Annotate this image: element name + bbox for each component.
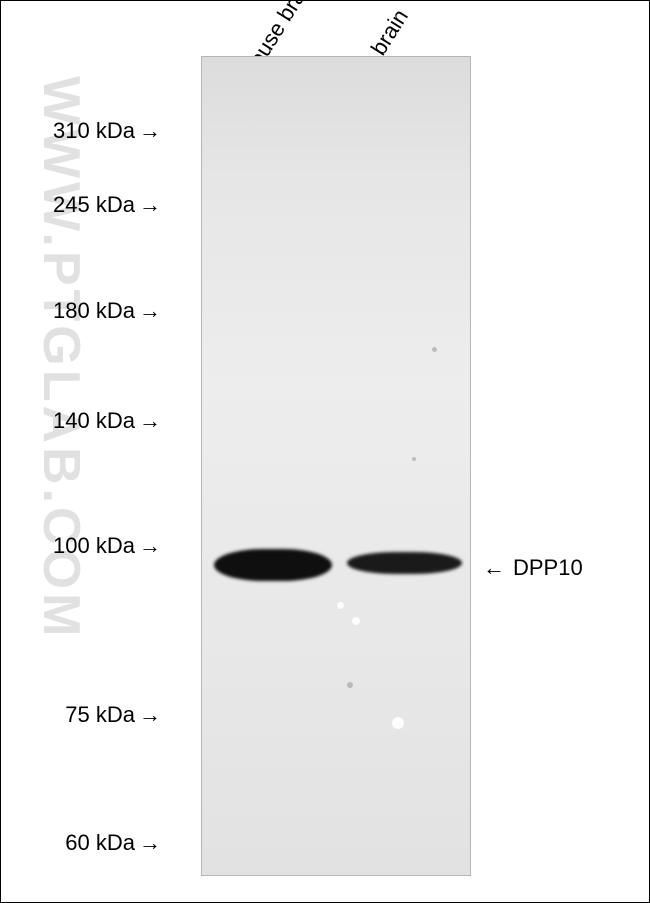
marker-text: 310 kDa xyxy=(53,118,135,144)
band-mouse-brain-dpp10 xyxy=(214,549,332,581)
marker-140kda: 140 kDa → xyxy=(11,409,161,433)
arrow-right-icon: → xyxy=(139,702,161,728)
arrow-right-icon: → xyxy=(139,533,161,559)
target-text: DPP10 xyxy=(513,555,583,581)
marker-100kda: 100 kDa → xyxy=(11,534,161,558)
marker-310kda: 310 kDa → xyxy=(11,119,161,143)
marker-75kda: 75 kDa → xyxy=(11,703,161,727)
marker-180kda: 180 kDa → xyxy=(11,299,161,323)
figure-frame: WWW.PTGLAB.COM mouse brain rat brain 310… xyxy=(0,0,650,903)
arrow-right-icon: → xyxy=(139,408,161,434)
marker-text: 245 kDa xyxy=(53,192,135,218)
marker-text: 75 kDa xyxy=(65,702,135,728)
arrow-right-icon: → xyxy=(139,830,161,856)
marker-245kda: 245 kDa → xyxy=(11,193,161,217)
artifact-speck xyxy=(432,347,437,352)
marker-text: 180 kDa xyxy=(53,298,135,324)
artifact-speck xyxy=(347,682,353,688)
marker-text: 60 kDa xyxy=(65,830,135,856)
marker-text: 100 kDa xyxy=(53,533,135,559)
arrow-right-icon: → xyxy=(139,192,161,218)
target-label-dpp10: ← DPP10 xyxy=(483,556,583,580)
arrow-right-icon: → xyxy=(139,118,161,144)
artifact-speck xyxy=(392,717,404,729)
blot-membrane xyxy=(201,56,471,876)
marker-text: 140 kDa xyxy=(53,408,135,434)
artifact-speck xyxy=(352,617,360,625)
arrow-right-icon: → xyxy=(139,298,161,324)
artifact-speck xyxy=(337,602,344,609)
arrow-left-icon: ← xyxy=(483,555,505,581)
artifact-speck xyxy=(412,457,416,461)
band-rat-brain-dpp10 xyxy=(347,552,462,574)
marker-60kda: 60 kDa → xyxy=(11,831,161,855)
